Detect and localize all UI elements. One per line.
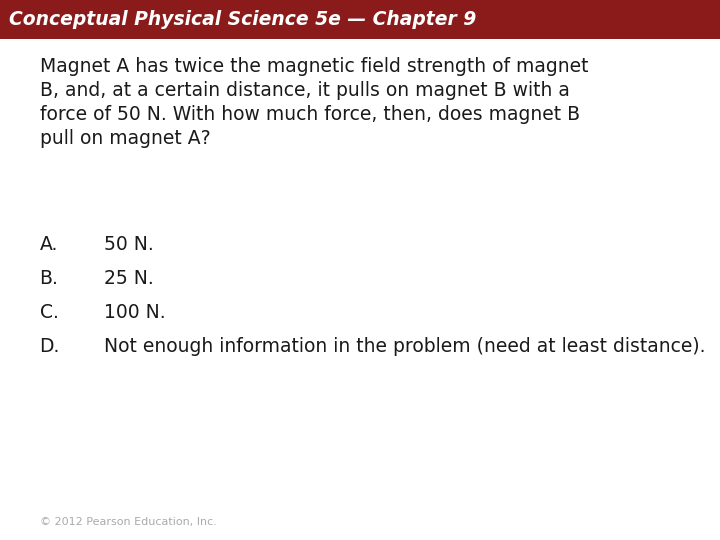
Text: 100 N.: 100 N.: [104, 303, 166, 322]
Bar: [0, 0, 720, 39]
Text: D.: D.: [40, 337, 60, 356]
Text: 25 N.: 25 N.: [104, 269, 154, 288]
Text: B.: B.: [40, 269, 58, 288]
Text: C.: C.: [40, 303, 58, 322]
Text: Magnet A has twice the magnetic field strength of magnet
B, and, at a certain di: Magnet A has twice the magnetic field st…: [40, 57, 588, 149]
Text: © 2012 Pearson Education, Inc.: © 2012 Pearson Education, Inc.: [40, 516, 217, 526]
Text: Conceptual Physical Science 5e — Chapter 9: Conceptual Physical Science 5e — Chapter…: [9, 10, 476, 29]
Text: Not enough information in the problem (need at least distance).: Not enough information in the problem (n…: [104, 337, 706, 356]
Text: 50 N.: 50 N.: [104, 235, 154, 254]
Text: A.: A.: [40, 235, 58, 254]
